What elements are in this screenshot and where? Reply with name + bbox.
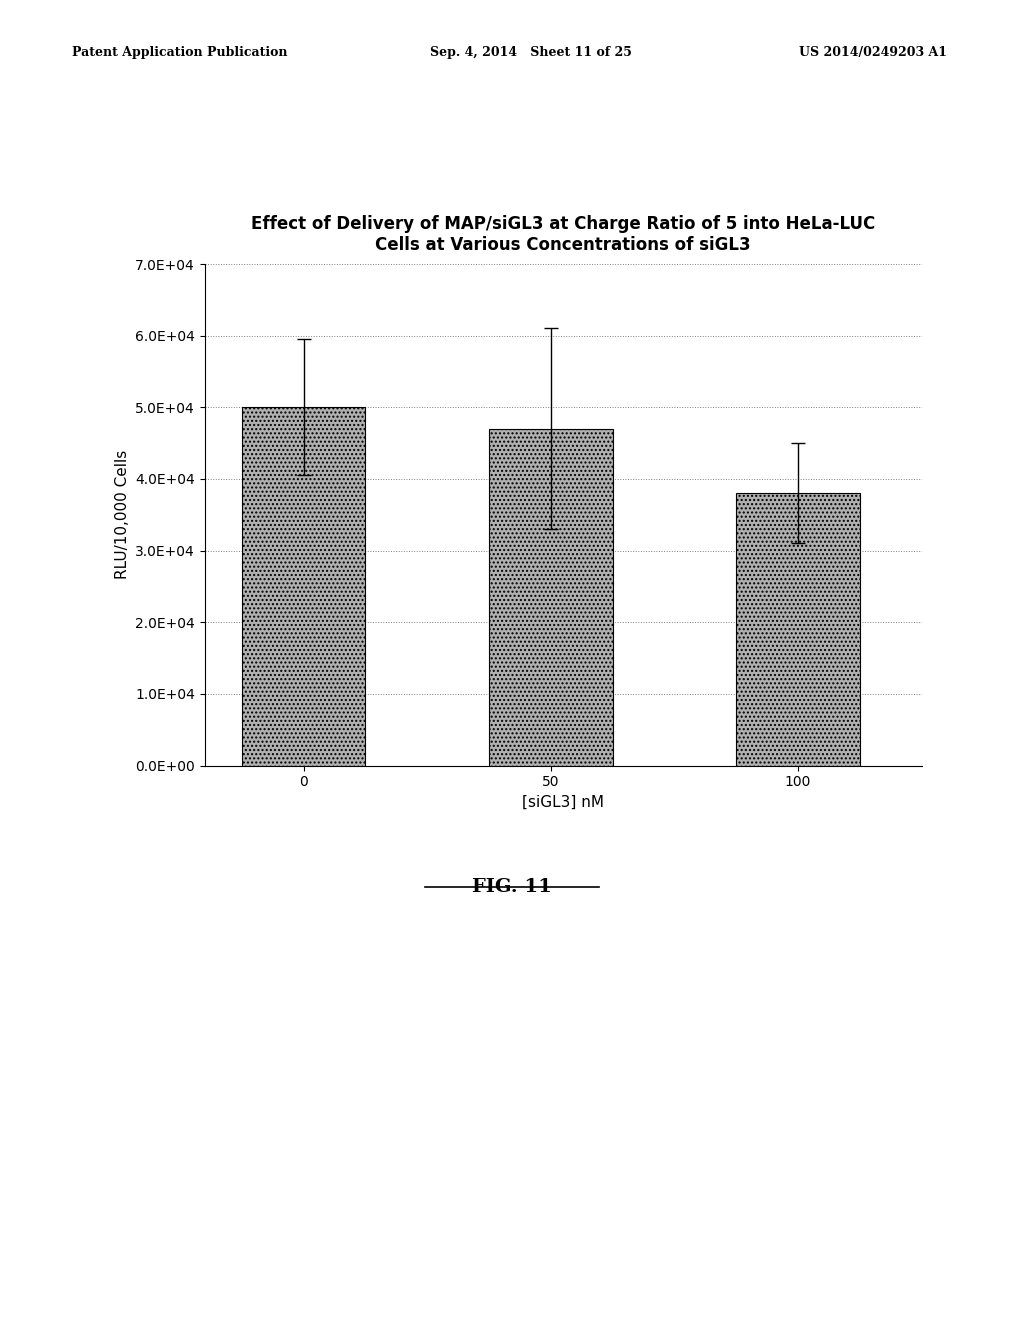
Bar [242,408,366,766]
Text: US 2014/0249203 A1: US 2014/0249203 A1 [799,46,947,59]
Title: Effect of Delivery of MAP/siGL3 at Charge Ratio of 5 into HeLa-LUC
Cells at Vari: Effect of Delivery of MAP/siGL3 at Charg… [251,215,876,255]
Bar [736,494,860,766]
Text: Sep. 4, 2014   Sheet 11 of 25: Sep. 4, 2014 Sheet 11 of 25 [430,46,632,59]
Bar [489,429,612,766]
Y-axis label: RLU/10,000 Cells: RLU/10,000 Cells [115,450,130,579]
Text: FIG. 11: FIG. 11 [472,878,552,896]
Text: Patent Application Publication: Patent Application Publication [72,46,287,59]
X-axis label: [siGL3] nM: [siGL3] nM [522,795,604,810]
